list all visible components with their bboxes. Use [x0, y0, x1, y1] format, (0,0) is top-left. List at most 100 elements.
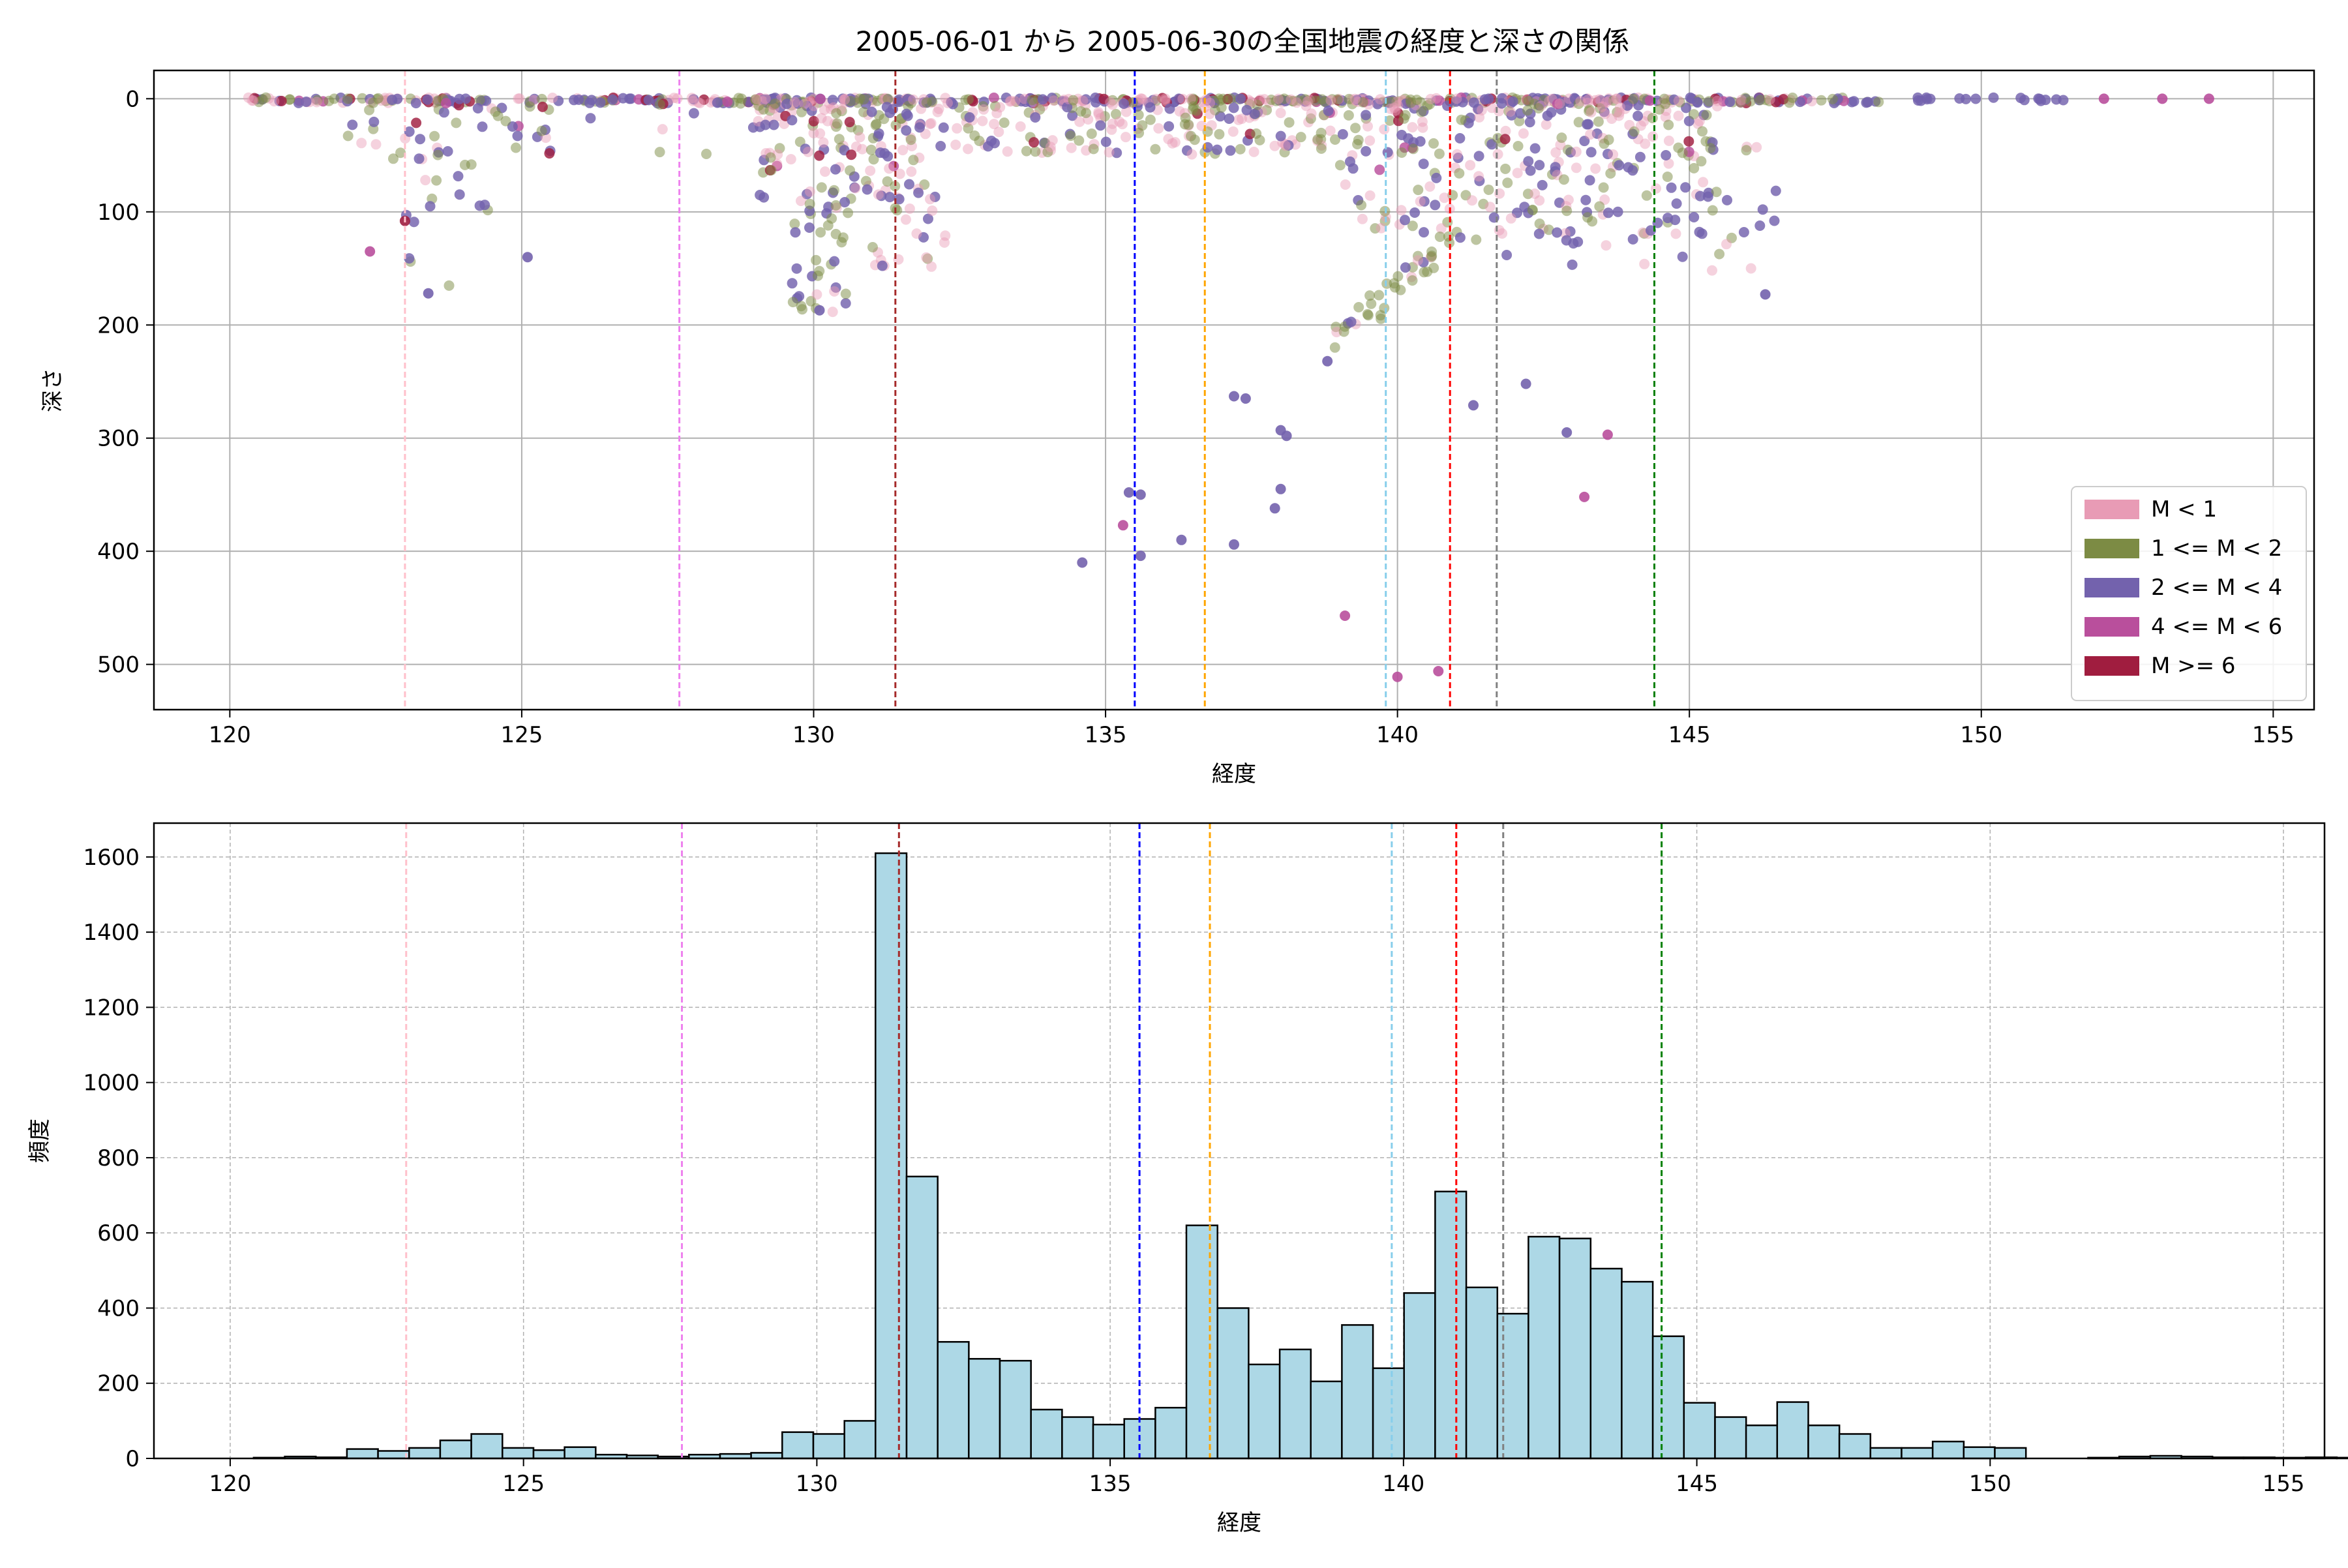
scatter-point: [770, 98, 781, 109]
scatter-point: [1558, 174, 1569, 185]
scatter-point: [1135, 550, 1146, 562]
scatter-point: [1227, 126, 1239, 137]
scatter-point: [840, 288, 851, 299]
scatter-point: [687, 95, 699, 106]
scatter-point: [369, 116, 380, 127]
scatter-point: [1707, 205, 1718, 216]
scatter-point: [796, 106, 807, 117]
scatter-point: [1663, 158, 1674, 169]
scatter-point: [1216, 102, 1227, 113]
scatter-point: [884, 163, 895, 174]
scatter-point: [1419, 227, 1429, 238]
scatter-point: [477, 121, 488, 132]
scatter-point: [988, 92, 999, 103]
scatter-point: [1537, 179, 1548, 190]
scatter-point: [444, 280, 455, 291]
scatter-point: [1594, 201, 1605, 212]
scatter-point: [904, 179, 914, 190]
scatter-point: [1279, 93, 1289, 104]
histogram-bar: [1558, 1237, 1592, 1460]
scatter-point: [625, 93, 637, 104]
scatter-point: [1029, 137, 1040, 148]
scatter-point: [974, 136, 985, 146]
scatter-point: [395, 147, 406, 158]
scatter-point: [1614, 160, 1625, 171]
histogram-bar: [1403, 1292, 1436, 1460]
histogram-bar: [1061, 1416, 1094, 1460]
scatter-point: [1705, 143, 1716, 154]
scatter-point: [1331, 327, 1342, 338]
scatter-point: [657, 124, 668, 135]
scatter-point: [1697, 126, 1708, 137]
scatter-point: [1430, 200, 1441, 211]
scatter-point: [1353, 302, 1364, 312]
scatter-point: [1486, 102, 1498, 113]
scatter-point: [1312, 134, 1323, 145]
scatter-point: [1214, 128, 1225, 140]
scatter-point: [1396, 205, 1407, 216]
scatter-point: [1554, 98, 1565, 109]
scatter-point: [1134, 127, 1145, 138]
scatter-point: [688, 94, 699, 105]
scatter-point: [1722, 194, 1732, 205]
scatter-point: [1329, 342, 1340, 353]
scatter-point: [1524, 117, 1535, 128]
scatter-point: [1228, 102, 1239, 113]
histogram-bar: [502, 1447, 535, 1460]
histogram-bar: [968, 1358, 1001, 1460]
histogram-bar: [1216, 1307, 1250, 1460]
scatter-point: [442, 146, 453, 157]
scatter-point: [993, 127, 1004, 138]
scatter-point: [818, 137, 829, 148]
scatter-point: [935, 141, 946, 151]
scatter-point: [1556, 132, 1567, 143]
scatter-point: [1454, 168, 1465, 179]
scatter-point: [1543, 224, 1554, 235]
scatter-point: [1584, 104, 1595, 115]
scatter-point: [1361, 145, 1372, 157]
scatter-point: [1573, 98, 1584, 110]
scatter-point: [1390, 105, 1401, 116]
scatter-point: [977, 115, 988, 127]
scatter-point: [1587, 216, 1598, 227]
scatter-point: [834, 134, 845, 145]
scatter-point: [849, 182, 860, 193]
scatter-point: [1407, 275, 1418, 286]
scatter-point: [1275, 108, 1286, 119]
scatter-point: [846, 149, 857, 160]
scatter-point: [1680, 182, 1691, 193]
scatter-point: [1873, 97, 1884, 108]
scatter-point: [1533, 103, 1544, 113]
scatter-point: [845, 96, 856, 106]
scatter-point: [365, 246, 376, 257]
legend-swatch: [2085, 617, 2139, 637]
scatter-point: [774, 143, 785, 154]
histogram-bar: [905, 1175, 939, 1460]
scatter-point: [1522, 105, 1533, 116]
scatter-point: [276, 95, 287, 106]
histogram-bar: [1745, 1425, 1779, 1460]
scatter-point: [796, 301, 807, 312]
scatter-point: [1970, 93, 1981, 104]
scatter-point: [844, 117, 855, 128]
scatter-point: [1693, 118, 1704, 129]
scatter-point: [1787, 92, 1798, 103]
scatter-point: [1827, 93, 1838, 104]
scatter-point: [342, 130, 354, 142]
scatter-point: [1340, 179, 1351, 190]
scatter-point: [1525, 165, 1536, 176]
scatter-point: [1589, 95, 1601, 106]
scatter-point: [904, 204, 915, 214]
scatter-point: [1010, 96, 1021, 107]
scatter-point: [1361, 110, 1372, 121]
scatter-point: [804, 222, 815, 233]
scatter-point: [1738, 227, 1749, 237]
scatter-point: [1651, 183, 1661, 194]
scatter-point: [432, 149, 444, 160]
y-tick-label: 400: [97, 1295, 140, 1321]
scatter-point: [1663, 135, 1674, 146]
scatter-point: [1694, 115, 1705, 127]
scatter-point: [357, 93, 368, 104]
scatter-point: [789, 219, 800, 230]
scatter-point: [1229, 539, 1239, 550]
